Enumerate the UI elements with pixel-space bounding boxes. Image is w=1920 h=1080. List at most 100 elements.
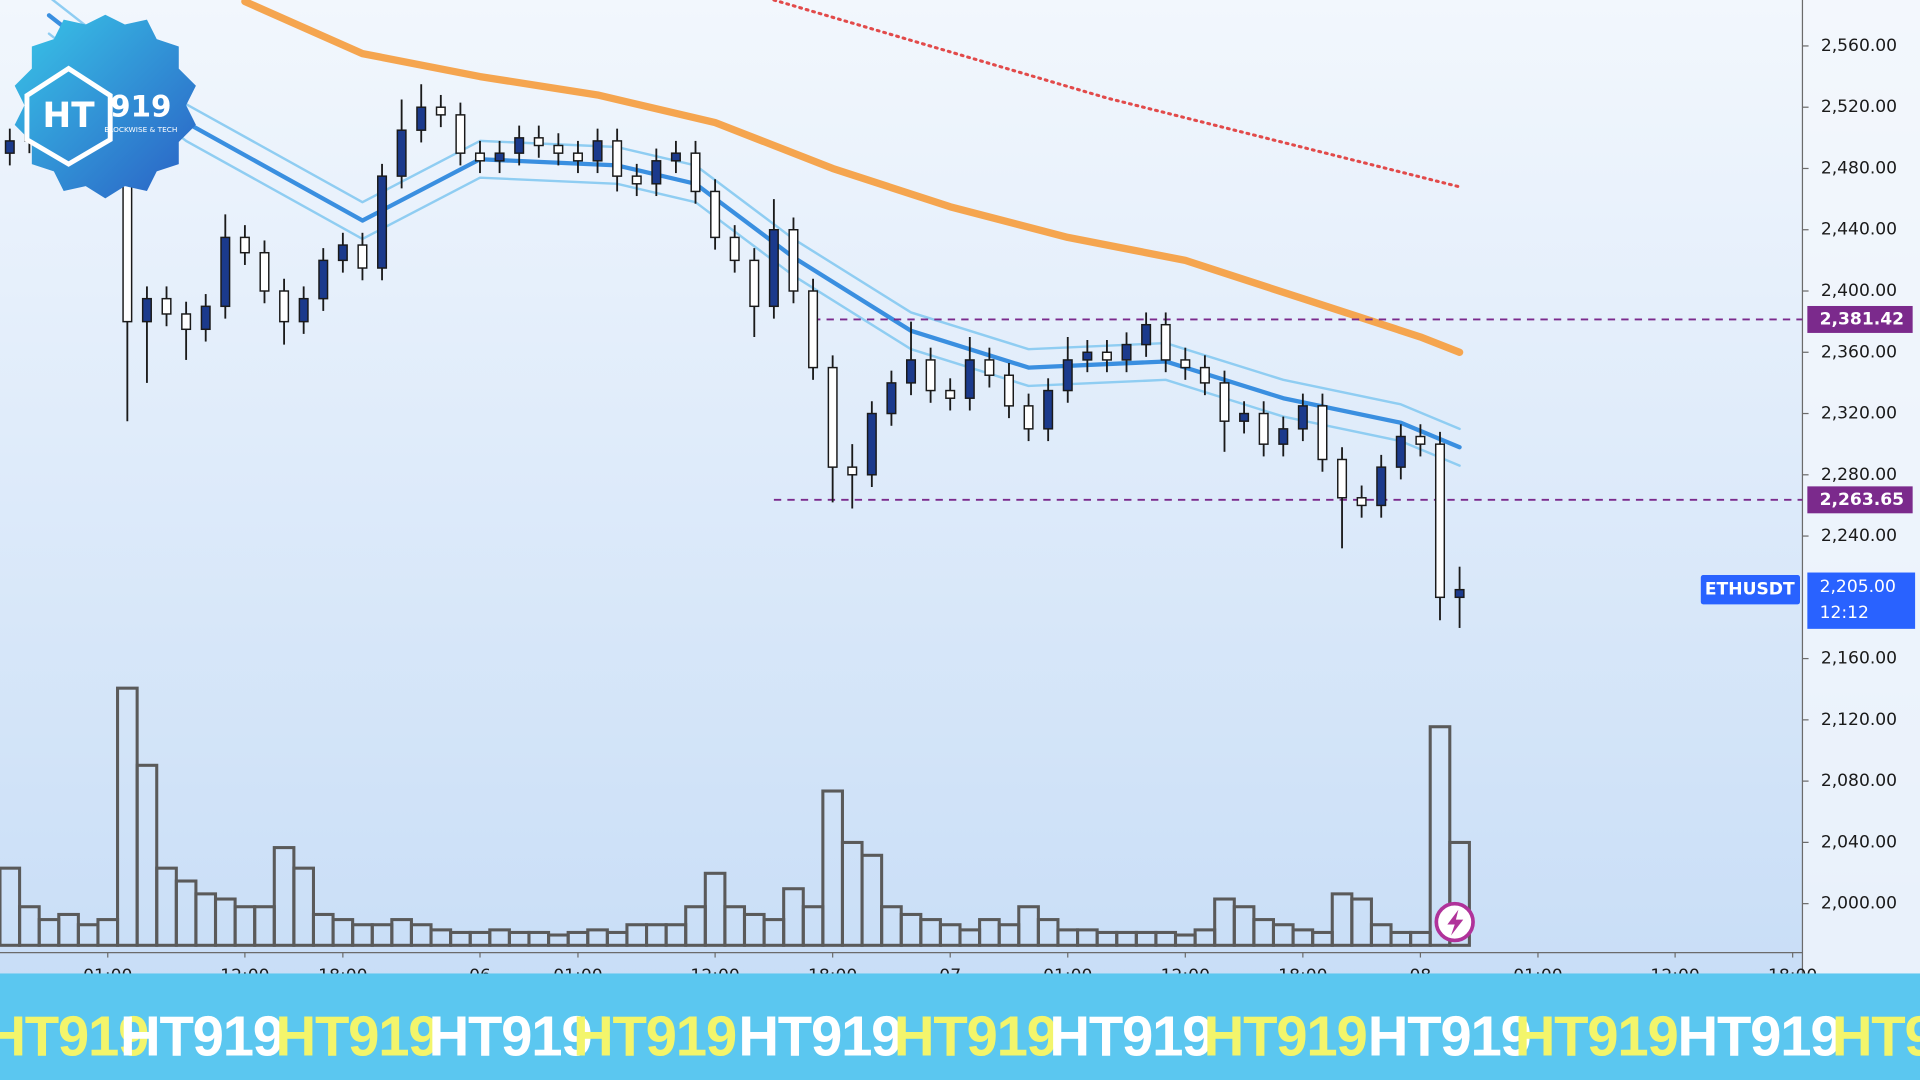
candle-body: [1121, 343, 1132, 361]
candle-body: [808, 290, 819, 369]
candle-body: [1395, 435, 1406, 468]
candle-body: [318, 259, 329, 300]
candle-body: [357, 244, 368, 269]
volume-bar: [1448, 840, 1471, 947]
level-label: 2,263.65: [1820, 490, 1905, 510]
y-tick-label: 2,480.00: [1821, 158, 1897, 178]
candle-body: [1239, 412, 1250, 422]
candle-body: [572, 152, 583, 162]
candle-body: [553, 144, 564, 154]
banner-text: HT919: [1204, 1005, 1367, 1068]
candle-body: [1376, 466, 1387, 507]
y-tick-label: 2,040.00: [1821, 832, 1897, 852]
candle-body: [474, 152, 486, 162]
symbol-box: [1700, 574, 1800, 605]
candle-body: [670, 152, 681, 162]
volume-layer: [0, 686, 1471, 947]
candle-body: [298, 297, 309, 323]
candle-body: [455, 114, 466, 154]
banner-text: HT919: [276, 1005, 439, 1068]
y-tick-label: 2,080.00: [1821, 771, 1897, 791]
candle-body: [494, 152, 505, 162]
logo: HT 919 BLOCKWISE & TECH: [14, 14, 196, 199]
logo-badge: [14, 14, 196, 199]
logo-name: 919: [110, 89, 171, 123]
banner-text: HT919: [894, 1005, 1057, 1068]
banner-text: HT919: [1832, 1005, 1920, 1068]
candle-body: [1062, 359, 1073, 392]
candle-body: [847, 466, 858, 476]
candle-body: [886, 382, 897, 415]
candle-body: [161, 297, 172, 315]
candle-body: [964, 359, 975, 399]
candle-body: [925, 359, 936, 392]
candle-body: [1082, 351, 1093, 361]
y-tick-label: 2,520.00: [1821, 97, 1897, 117]
volume-bar: [1350, 897, 1373, 947]
logo-mark: HT: [43, 96, 96, 136]
banner-text: HT919: [1368, 1005, 1531, 1068]
banner-text: HT919: [0, 1005, 148, 1068]
banner-text: HT919: [429, 1005, 592, 1068]
alert-icon[interactable]: [1434, 901, 1475, 943]
indicator-line: [772, 0, 1462, 189]
level-label-box: [1807, 305, 1913, 333]
symbol-label: ETHUSDT: [1705, 580, 1795, 600]
indicator-line: [241, 0, 1464, 356]
volume-bar: [135, 763, 159, 947]
candle-body: [1454, 588, 1465, 599]
candle-body: [710, 190, 721, 239]
logo-tagline: BLOCKWISE & TECH: [104, 125, 177, 134]
candle-body: [141, 297, 152, 323]
candle-body: [1180, 359, 1191, 369]
candle-body: [533, 137, 544, 147]
candle-body: [396, 129, 407, 177]
candle-body: [377, 175, 388, 269]
candle-body: [200, 305, 211, 331]
volume-bar: [860, 853, 884, 947]
countdown-label: 12:12: [1820, 603, 1869, 623]
candle-body: [906, 359, 917, 384]
candle-body: [788, 229, 799, 292]
candle-body: [592, 140, 603, 162]
candle-body: [1317, 405, 1328, 461]
candle-body: [337, 244, 348, 262]
candle-body: [651, 160, 662, 185]
banner-text: HT919: [1515, 1005, 1678, 1068]
candle-body: [4, 140, 15, 154]
banner-text: HT919: [1678, 1005, 1841, 1068]
candle-body: [729, 236, 740, 262]
candle-body: [1003, 374, 1014, 407]
y-tick-label: 2,160.00: [1821, 649, 1897, 669]
candle-body: [1199, 366, 1210, 384]
candle-body: [1258, 412, 1269, 445]
candle-body: [181, 313, 192, 331]
candle-body: [866, 412, 877, 476]
candle-body: [1337, 458, 1348, 499]
y-tick-label: 2,240.00: [1821, 526, 1897, 546]
alert-bolt: [1447, 909, 1464, 936]
candle-body: [1415, 435, 1426, 445]
label-layer: 2,000.00 2,040.00 2,080.00 2,120.00 2,160.00…: [1700, 36, 1916, 914]
candle-body: [1141, 323, 1152, 346]
grid-layer: [1802, 45, 1809, 905]
candle-body: [1160, 323, 1171, 361]
candle-body: [279, 290, 290, 323]
candle-body: [1023, 405, 1034, 430]
level-label: 2,381.42: [1820, 309, 1905, 329]
candle-body: [827, 366, 838, 468]
y-tick-label: 2,400.00: [1821, 281, 1897, 301]
candle-body: [945, 389, 956, 399]
candle-body: [690, 152, 701, 193]
candle-body: [1434, 443, 1446, 599]
banner-text: HT919: [738, 1005, 901, 1068]
price-box: [1807, 572, 1916, 629]
candle-body: [514, 137, 525, 154]
y-tick-label: 2,000.00: [1821, 894, 1897, 914]
candle-body: [1297, 405, 1308, 430]
banner: [0, 973, 1920, 1080]
